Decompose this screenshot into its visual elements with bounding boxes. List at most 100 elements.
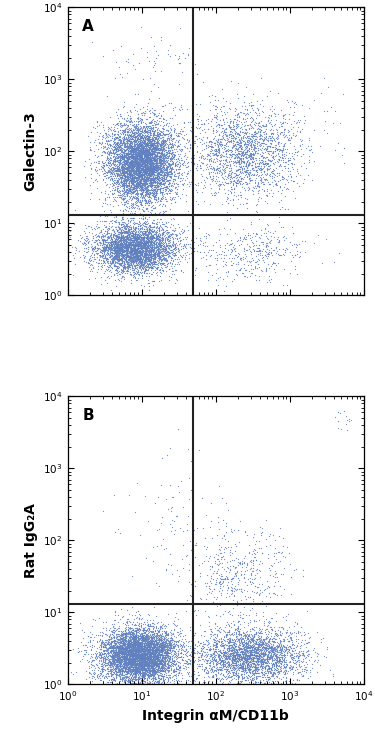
Point	[128, 123, 134, 135]
Point	[118, 166, 124, 178]
Point	[112, 637, 118, 648]
Point	[126, 640, 132, 651]
Point	[118, 258, 124, 270]
Point	[156, 154, 162, 166]
Point	[121, 244, 127, 256]
Point	[143, 185, 149, 197]
Point	[123, 652, 129, 664]
Point	[132, 255, 138, 267]
Point	[121, 263, 127, 275]
Point	[130, 180, 136, 192]
Point	[121, 631, 127, 643]
Point	[268, 679, 274, 690]
Point	[172, 653, 178, 665]
Point	[149, 275, 155, 287]
Point	[120, 236, 126, 248]
Point	[248, 137, 254, 149]
Point	[142, 158, 148, 169]
Point	[140, 662, 146, 673]
Point	[125, 624, 131, 636]
Point	[242, 646, 248, 658]
Point	[237, 177, 243, 189]
Point	[140, 679, 146, 690]
Point	[132, 148, 138, 160]
Point	[100, 241, 106, 253]
Point	[186, 657, 192, 669]
Point	[117, 657, 123, 668]
Point	[264, 252, 270, 264]
Point	[124, 665, 130, 677]
Point	[147, 177, 153, 188]
Point	[222, 620, 228, 631]
Point	[106, 634, 112, 645]
Point	[222, 663, 228, 675]
Point	[226, 169, 232, 181]
Point	[270, 152, 276, 163]
Point	[208, 152, 214, 164]
Point	[86, 637, 92, 648]
Point	[164, 149, 170, 161]
Point	[251, 548, 257, 559]
Point	[200, 642, 206, 654]
Point	[228, 659, 234, 670]
Point	[132, 151, 138, 163]
Point	[246, 651, 252, 663]
Point	[174, 678, 180, 690]
Point	[134, 160, 140, 172]
Point	[145, 250, 151, 261]
Point	[156, 231, 162, 243]
Point	[118, 224, 124, 236]
Point	[119, 673, 125, 684]
Point	[147, 147, 153, 159]
Point	[145, 631, 151, 643]
Point	[129, 138, 135, 149]
Point	[111, 674, 117, 686]
Point	[140, 258, 146, 269]
Point	[251, 643, 257, 654]
Point	[114, 224, 120, 236]
Point	[116, 163, 122, 174]
Point	[130, 145, 136, 157]
Point	[219, 655, 225, 667]
Point	[129, 675, 135, 687]
Point	[132, 135, 138, 146]
Point	[264, 151, 270, 163]
Point	[112, 166, 118, 177]
Point	[128, 247, 134, 259]
Point	[266, 663, 272, 675]
Point	[234, 659, 240, 670]
Point	[148, 647, 154, 659]
Point	[96, 260, 102, 272]
Point	[121, 640, 127, 651]
Point	[249, 169, 255, 180]
Point	[122, 632, 128, 644]
Point	[113, 643, 119, 654]
Point	[124, 671, 130, 683]
Point	[124, 653, 130, 665]
Point	[152, 163, 158, 175]
Point	[251, 657, 257, 668]
Point	[126, 150, 132, 162]
Point	[147, 162, 153, 174]
Point	[132, 167, 138, 179]
Point	[129, 162, 135, 174]
Point	[242, 169, 248, 181]
Point	[124, 126, 130, 138]
Point	[147, 648, 153, 660]
Point	[130, 658, 136, 670]
Point	[158, 641, 164, 653]
Point	[160, 142, 166, 154]
Point	[110, 621, 116, 633]
Point	[127, 160, 133, 172]
Point	[136, 169, 142, 180]
Point	[119, 156, 125, 168]
Point	[98, 255, 104, 266]
Point	[142, 634, 148, 645]
Point	[135, 649, 141, 661]
Point	[145, 169, 151, 181]
Point	[112, 663, 118, 675]
Point	[168, 230, 174, 241]
Point	[261, 665, 267, 677]
Point	[140, 141, 146, 152]
Point	[229, 640, 235, 651]
